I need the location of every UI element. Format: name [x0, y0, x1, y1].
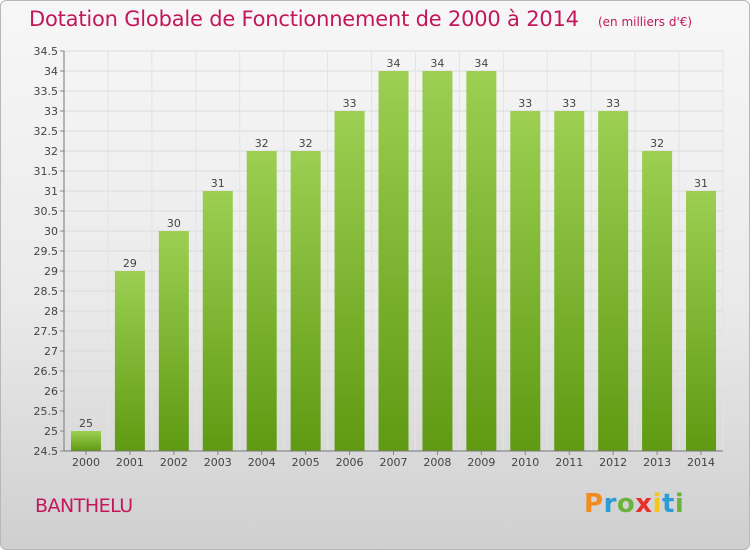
axes [60, 50, 723, 455]
x-tick-label: 2004 [248, 456, 276, 469]
bar[interactable] [598, 111, 629, 451]
bar[interactable] [642, 151, 673, 451]
y-tick-label: 30 [44, 225, 58, 238]
logo-letter: i [652, 489, 662, 519]
x-tick-label: 2014 [687, 456, 715, 469]
data-label: 29 [123, 257, 137, 270]
y-tick-label: 24.5 [34, 445, 59, 458]
logo-letter: o [616, 489, 636, 519]
x-tick-label: 2012 [599, 456, 627, 469]
logo-letter: x [635, 489, 653, 519]
logo-letter: P [584, 489, 604, 519]
bar[interactable] [686, 191, 717, 451]
bar[interactable] [334, 111, 365, 451]
data-label: 25 [79, 417, 93, 430]
x-tick-label: 2000 [72, 456, 100, 469]
data-label: 34 [474, 57, 488, 70]
bar[interactable] [378, 71, 409, 451]
logo-letter: t [661, 489, 675, 519]
data-label: 33 [562, 97, 576, 110]
x-tick-label: 2005 [292, 456, 320, 469]
labels: 24.5 25 25.5 26 26.5 27 27.5 28 28.5 29 29.5 30 30.5… [34, 45, 716, 469]
bar[interactable] [114, 271, 145, 451]
data-label: 34 [430, 57, 444, 70]
y-tick-label: 31.5 [34, 165, 59, 178]
data-label: 33 [518, 97, 532, 110]
data-label: 33 [343, 97, 357, 110]
bar[interactable] [554, 111, 585, 451]
y-tick-label: 32.5 [34, 125, 59, 138]
bar[interactable] [466, 71, 497, 451]
y-tick-label: 25.5 [34, 405, 59, 418]
y-tick-label: 28 [44, 305, 58, 318]
y-tick-label: 30.5 [34, 205, 59, 218]
x-tick-label: 2009 [467, 456, 495, 469]
bar[interactable] [202, 191, 233, 451]
data-label: 31 [211, 177, 225, 190]
data-label: 33 [606, 97, 620, 110]
bar[interactable] [158, 231, 189, 451]
data-label: 32 [299, 137, 313, 150]
x-tick-label: 2008 [423, 456, 451, 469]
y-tick-label: 34.5 [34, 45, 59, 58]
bar[interactable] [422, 71, 453, 451]
bars [70, 71, 717, 451]
chart-title-block: Dotation Globale de Fonctionnement de 20… [29, 7, 692, 31]
y-tick-label: 33.5 [34, 85, 59, 98]
x-tick-label: 2011 [555, 456, 583, 469]
place-name: BANTHELU [35, 495, 133, 517]
y-tick-label: 33 [44, 105, 58, 118]
data-label: 32 [650, 137, 664, 150]
y-tick-label: 28.5 [34, 285, 59, 298]
bar[interactable] [70, 431, 101, 451]
y-tick-label: 25 [44, 425, 58, 438]
y-tick-label: 27 [44, 345, 58, 358]
y-tick-label: 26.5 [34, 365, 59, 378]
chart-unit: (en milliers d'€) [597, 15, 693, 29]
x-tick-label: 2006 [336, 456, 364, 469]
y-tick-label: 34 [44, 65, 58, 78]
y-tick-label: 31 [44, 185, 58, 198]
y-tick-label: 27.5 [34, 325, 59, 338]
data-label: 32 [255, 137, 269, 150]
x-tick-label: 2003 [204, 456, 232, 469]
x-tick-label: 2013 [643, 456, 671, 469]
data-label: 30 [167, 217, 181, 230]
y-tick-label: 29.5 [34, 245, 59, 258]
x-tick-label: 2007 [380, 456, 408, 469]
data-label: 31 [694, 177, 708, 190]
proxiti-logo[interactable]: Proxiti [584, 489, 684, 519]
logo-letter: r [603, 489, 617, 519]
bar[interactable] [290, 151, 321, 451]
data-label: 34 [387, 57, 401, 70]
x-tick-label: 2010 [511, 456, 539, 469]
x-tick-label: 2001 [116, 456, 144, 469]
x-tick-label: 2002 [160, 456, 188, 469]
y-tick-label: 32 [44, 145, 58, 158]
y-tick-label: 26 [44, 385, 58, 398]
chart-title: Dotation Globale de Fonctionnement de 20… [29, 7, 579, 31]
logo-letter: i [674, 489, 685, 519]
bar[interactable] [510, 111, 541, 451]
bar[interactable] [246, 151, 277, 451]
y-tick-label: 29 [44, 265, 58, 278]
